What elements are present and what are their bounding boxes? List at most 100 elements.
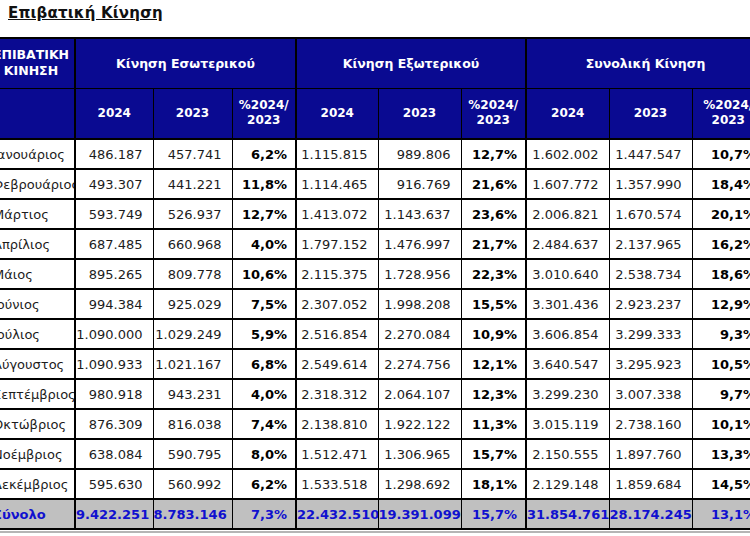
value-cell: 3.007.338 — [609, 379, 692, 409]
value-cell: 1.090.000 — [75, 319, 153, 349]
value-cell: 925.029 — [153, 289, 232, 319]
value-cell: 916.769 — [378, 169, 461, 199]
pct-cell: 10,5% — [692, 349, 750, 379]
value-cell: 1.447.547 — [609, 139, 692, 169]
value-cell: 1.797.152 — [296, 229, 378, 259]
value-cell: 560.992 — [153, 469, 232, 499]
value-cell: 1.602.002 — [526, 139, 609, 169]
value-cell: 1.533.518 — [296, 469, 378, 499]
pct-cell: 12,7% — [232, 199, 296, 229]
pct-cell: 9,7% — [692, 379, 750, 409]
pct-cell: 5,9% — [232, 319, 296, 349]
value-cell: 2.150.555 — [526, 439, 609, 469]
corner-header: ΕΠΙΒΑΤΙΚΗ ΚΙΝΗΣΗ — [0, 38, 75, 88]
month-cell: Φεβρουάριος — [0, 169, 75, 199]
value-cell: 2.484.637 — [526, 229, 609, 259]
value-cell: 1.476.997 — [378, 229, 461, 259]
value-cell: 1.922.122 — [378, 409, 461, 439]
value-cell: 2.274.756 — [378, 349, 461, 379]
value-cell: 1.859.684 — [609, 469, 692, 499]
value-cell: 660.968 — [153, 229, 232, 259]
pct-cell: 16,2% — [692, 229, 750, 259]
value-cell: 876.309 — [75, 409, 153, 439]
value-cell: 2.549.614 — [296, 349, 378, 379]
sub-header-pct: %2024/ 2023 — [232, 88, 296, 139]
pct-cell: 6,2% — [232, 139, 296, 169]
value-cell: 2.137.965 — [609, 229, 692, 259]
table-row: Φεβρουάριος 493.307 441.221 11,8% 1.114.… — [0, 169, 750, 199]
pct-cell: 9,3% — [692, 319, 750, 349]
pct-cell: 21,7% — [461, 229, 526, 259]
group-header-domestic: Κίνηση Εσωτερικού — [75, 38, 296, 88]
table-row: Ιούνιος 994.384 925.029 7,5% 2.307.052 1… — [0, 289, 750, 319]
value-cell: 593.749 — [75, 199, 153, 229]
value-cell: 3.015.119 — [526, 409, 609, 439]
month-cell: Μάρτιος — [0, 199, 75, 229]
pct-cell: 6,2% — [232, 469, 296, 499]
pct-cell: 12,7% — [461, 139, 526, 169]
value-cell: 457.741 — [153, 139, 232, 169]
table-row: Δεκέμβριος 595.630 560.992 6,2% 1.533.51… — [0, 469, 750, 499]
sub-header-2023: 2023 — [378, 88, 461, 139]
pct-cell: 7,5% — [232, 289, 296, 319]
pct-cell: 10,1% — [692, 409, 750, 439]
pct-cell: 6,8% — [232, 349, 296, 379]
total-pct-cell: 7,3% — [232, 499, 296, 529]
value-cell: 980.918 — [75, 379, 153, 409]
table-row: Μάιος 895.265 809.778 10,6% 2.115.375 1.… — [0, 259, 750, 289]
value-cell: 1.728.956 — [378, 259, 461, 289]
value-cell: 2.738.160 — [609, 409, 692, 439]
value-cell: 895.265 — [75, 259, 153, 289]
value-cell: 1.115.815 — [296, 139, 378, 169]
group-header-total: Συνολική Κίνηση — [526, 38, 750, 88]
value-cell: 2.129.148 — [526, 469, 609, 499]
pct-cell: 11,3% — [461, 409, 526, 439]
pct-cell: 23,6% — [461, 199, 526, 229]
pct-cell: 10,6% — [232, 259, 296, 289]
sub-header-2023: 2023 — [609, 88, 692, 139]
total-value-cell: 19.391.099 — [378, 499, 461, 529]
value-cell: 3.606.854 — [526, 319, 609, 349]
table-row: Μάρτιος 593.749 526.937 12,7% 1.413.072 … — [0, 199, 750, 229]
total-value-cell: 31.854.761 — [526, 499, 609, 529]
value-cell: 1.090.933 — [75, 349, 153, 379]
value-cell: 994.384 — [75, 289, 153, 319]
value-cell: 2.516.854 — [296, 319, 378, 349]
value-cell: 1.143.637 — [378, 199, 461, 229]
bottom-divider — [0, 531, 750, 533]
value-cell: 1.114.465 — [296, 169, 378, 199]
pct-cell: 10,9% — [461, 319, 526, 349]
value-cell: 486.187 — [75, 139, 153, 169]
value-cell: 1.021.167 — [153, 349, 232, 379]
total-pct-cell: 13,1% — [692, 499, 750, 529]
value-cell: 2.064.107 — [378, 379, 461, 409]
pct-cell: 7,4% — [232, 409, 296, 439]
total-pct-cell: 15,7% — [461, 499, 526, 529]
corner-empty-cell — [0, 88, 75, 139]
table-row: Ιούλιος 1.090.000 1.029.249 5,9% 2.516.8… — [0, 319, 750, 349]
value-cell: 1.670.574 — [609, 199, 692, 229]
value-cell: 943.231 — [153, 379, 232, 409]
pct-cell: 4,0% — [232, 229, 296, 259]
group-header-international: Κίνηση Εξωτερικού — [296, 38, 526, 88]
table-row: Αύγουστος 1.090.933 1.021.167 6,8% 2.549… — [0, 349, 750, 379]
value-cell: 1.897.760 — [609, 439, 692, 469]
value-cell: 3.301.436 — [526, 289, 609, 319]
pct-cell: 8,0% — [232, 439, 296, 469]
table-row: Ιανουάριος 486.187 457.741 6,2% 1.115.81… — [0, 139, 750, 169]
value-cell: 1.607.772 — [526, 169, 609, 199]
sub-header-2024: 2024 — [296, 88, 378, 139]
total-value-cell: 28.174.245 — [609, 499, 692, 529]
month-cell: Σεπτέμβριος — [0, 379, 75, 409]
value-cell: 2.115.375 — [296, 259, 378, 289]
table-row: Οκτώβριος 876.309 816.038 7,4% 2.138.810… — [0, 409, 750, 439]
sub-header-2024: 2024 — [75, 88, 153, 139]
month-cell: Αύγουστος — [0, 349, 75, 379]
month-cell: Μάιος — [0, 259, 75, 289]
value-cell: 2.307.052 — [296, 289, 378, 319]
value-cell: 816.038 — [153, 409, 232, 439]
value-cell: 1.998.208 — [378, 289, 461, 319]
pct-cell: 4,0% — [232, 379, 296, 409]
pct-cell: 18,4% — [692, 169, 750, 199]
value-cell: 526.937 — [153, 199, 232, 229]
